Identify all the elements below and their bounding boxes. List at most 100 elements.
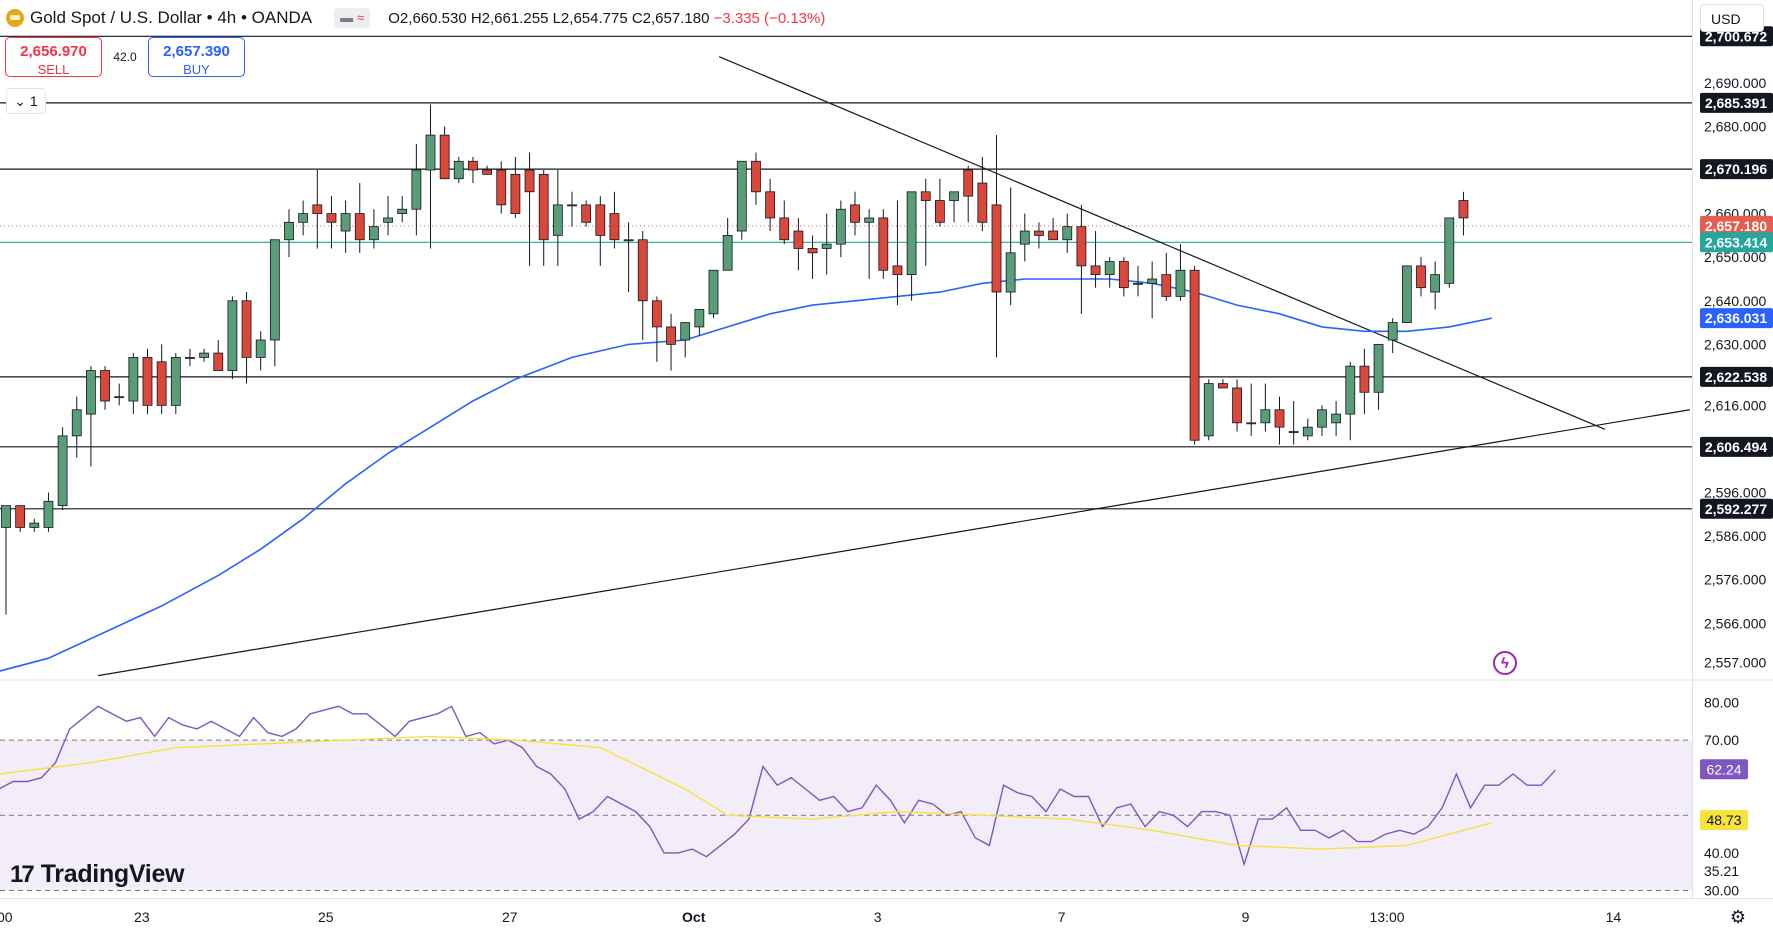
- price-axis-tick: 2,616.000: [1704, 397, 1766, 413]
- candle: [977, 156, 988, 232]
- candle-body: [736, 160, 747, 232]
- high-value: H2,661.255: [470, 9, 549, 27]
- sell-button[interactable]: 2,656.970 SELL: [5, 37, 102, 77]
- candle-body: [850, 204, 860, 223]
- candle: [326, 196, 337, 249]
- candle: [1232, 379, 1242, 432]
- candle-body: [354, 213, 365, 241]
- candle: [1430, 261, 1441, 310]
- candle-body: [1401, 265, 1412, 323]
- candle: [609, 191, 620, 249]
- candle-body: [1048, 230, 1058, 241]
- candle: [354, 183, 365, 253]
- candle-body: [708, 269, 719, 315]
- candle-body: [298, 213, 309, 223]
- candle-body: [1458, 200, 1469, 219]
- candle-body: [1246, 422, 1257, 425]
- candle-body: [892, 265, 903, 276]
- time-axis-label: 27: [502, 909, 518, 925]
- candle-body: [1203, 383, 1214, 437]
- candle-body: [1005, 252, 1016, 293]
- symbol-line[interactable]: Gold Spot / U.S. Dollar • 4h • OANDA: [30, 8, 313, 27]
- candle: [1260, 383, 1271, 432]
- price-tag-bg: [1700, 215, 1773, 236]
- candle-body: [807, 248, 818, 254]
- candle-body: [411, 169, 422, 210]
- candle: [1118, 257, 1129, 297]
- candle: [751, 152, 761, 205]
- candle-body: [524, 169, 535, 193]
- indicator-pill[interactable]: ▬ ≈: [334, 8, 371, 28]
- candle-body: [637, 239, 648, 302]
- currency-select[interactable]: USD: [1700, 4, 1764, 32]
- candle-body: [1260, 409, 1271, 424]
- sell-label: SELL: [37, 62, 70, 77]
- candle: [1387, 318, 1398, 354]
- candle-body: [1090, 265, 1101, 276]
- candle: [552, 170, 563, 266]
- candle: [425, 104, 436, 249]
- candle: [199, 348, 210, 362]
- price-tag-bg: [1700, 308, 1773, 329]
- price-axis-tick: 2,586.000: [1704, 528, 1766, 544]
- candle: [1288, 401, 1299, 445]
- price-axis-tick: 2,630.000: [1704, 336, 1766, 352]
- candle-body: [170, 357, 181, 406]
- candle-body: [609, 213, 620, 241]
- candle: [1444, 217, 1455, 288]
- candle: [453, 156, 464, 184]
- candle: [1458, 191, 1469, 236]
- ohlc-readout: O2,660.530 H2,661.255 L2,654.775 C2,657.…: [388, 10, 825, 27]
- candle-body: [86, 370, 96, 415]
- candle: [1, 505, 11, 615]
- price-tag-label: 2,636.031: [1705, 310, 1767, 326]
- candle-body: [100, 370, 110, 402]
- time-axis-label: 9: [1242, 909, 1250, 925]
- price-axis-tick: 2,650.000: [1704, 249, 1766, 265]
- time-axis-label: 14: [1606, 909, 1622, 925]
- candle-body: [397, 208, 408, 214]
- price-axis-tick: 2,596.000: [1704, 485, 1766, 501]
- candle: [510, 156, 521, 218]
- time-axis-label: 13:00: [1370, 909, 1405, 925]
- level-label-bg: [1700, 366, 1773, 387]
- symbol-header[interactable]: Gold Spot / U.S. Dollar • 4h • OANDA ▬ ≈ …: [6, 6, 825, 30]
- candle-body: [1034, 230, 1044, 236]
- candle: [1345, 361, 1356, 441]
- candle: [241, 292, 252, 384]
- candle-body: [1345, 365, 1356, 415]
- candle-body: [1302, 426, 1313, 437]
- price-tag-label: 2,657.180: [1705, 218, 1767, 234]
- candle-body: [935, 200, 945, 223]
- rsi-value-label: 62.24: [1706, 761, 1741, 777]
- candle: [878, 209, 889, 279]
- open-value: O2,660.530: [388, 9, 467, 27]
- tradingview-logo[interactable]: 17 TradingView: [10, 860, 185, 889]
- candle: [835, 200, 846, 258]
- collapse-indicators-button[interactable]: ⌄ 1: [6, 88, 46, 114]
- candle: [397, 196, 408, 223]
- candle: [567, 191, 577, 227]
- candle: [142, 348, 153, 415]
- candle: [1048, 217, 1058, 241]
- time-axis-label: 3: [874, 909, 882, 925]
- lightning-icon[interactable]: ϟ: [1493, 651, 1517, 675]
- candle: [312, 170, 323, 249]
- candle: [850, 191, 860, 236]
- candle-body: [1387, 322, 1398, 341]
- candle-body: [1232, 387, 1242, 424]
- candle: [29, 518, 40, 532]
- minus-icon: ▬: [340, 10, 354, 25]
- candle-body: [340, 213, 351, 232]
- candle-body: [496, 169, 507, 206]
- candle-body: [623, 239, 634, 242]
- trendline: [718, 56, 1606, 430]
- price-tag-label: 2,653.414: [1705, 234, 1767, 250]
- rsi-extra-label: 35.21: [1704, 863, 1739, 879]
- candle: [666, 313, 676, 371]
- candle: [963, 165, 974, 223]
- buy-button[interactable]: 2,657.390 BUY: [148, 37, 245, 77]
- settings-icon[interactable]: ⚙: [1729, 907, 1747, 927]
- candle-body: [538, 173, 549, 241]
